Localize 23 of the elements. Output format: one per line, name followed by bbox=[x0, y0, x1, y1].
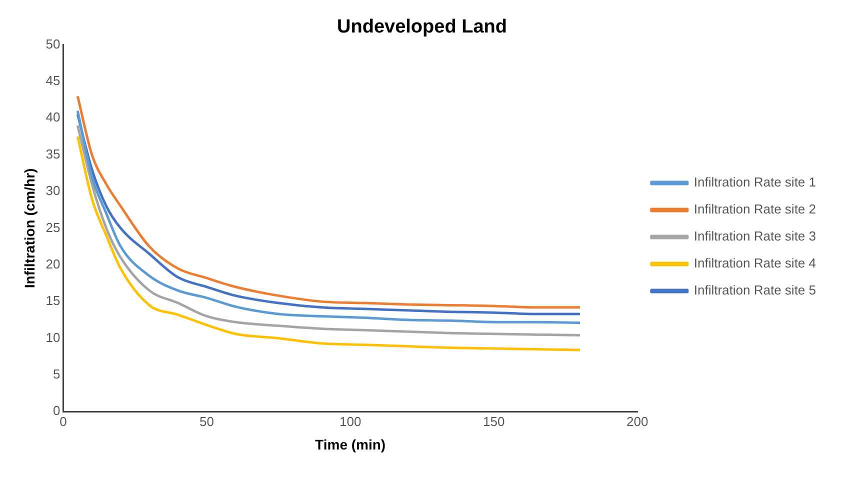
y-axis-title: Infiltration (cm/hr) bbox=[21, 168, 38, 288]
y-tick-label: 10 bbox=[46, 330, 60, 345]
x-tick-label: 50 bbox=[200, 414, 214, 429]
y-tick-label: 50 bbox=[46, 36, 60, 52]
x-tick-label: 150 bbox=[483, 414, 505, 429]
y-tick-label: 35 bbox=[46, 146, 60, 162]
y-tick-label: 25 bbox=[46, 220, 60, 235]
legend-label: Infiltration Rate site 5 bbox=[694, 282, 816, 298]
chart-title: Undeveloped Land bbox=[337, 16, 507, 38]
y-tick-label: 5 bbox=[53, 366, 60, 382]
legend-label: Infiltration Rate site 4 bbox=[694, 256, 816, 271]
y-tick-label: 20 bbox=[46, 256, 60, 272]
legend-label: Infiltration Rate site 2 bbox=[694, 202, 816, 217]
legend-label: Infiltration Rate site 3 bbox=[694, 228, 816, 244]
x-tick-label: 200 bbox=[626, 414, 648, 429]
y-tick-label: 0 bbox=[53, 403, 60, 418]
y-tick-label: 45 bbox=[46, 73, 60, 88]
y-tick-label: 30 bbox=[46, 183, 60, 198]
x-axis-title: Time (min) bbox=[315, 436, 386, 452]
x-tick-label: 100 bbox=[339, 414, 362, 429]
legend-label: Infiltration Rate site 1 bbox=[694, 174, 816, 190]
y-tick-label: 15 bbox=[46, 293, 60, 308]
y-tick-label: 40 bbox=[46, 110, 60, 125]
